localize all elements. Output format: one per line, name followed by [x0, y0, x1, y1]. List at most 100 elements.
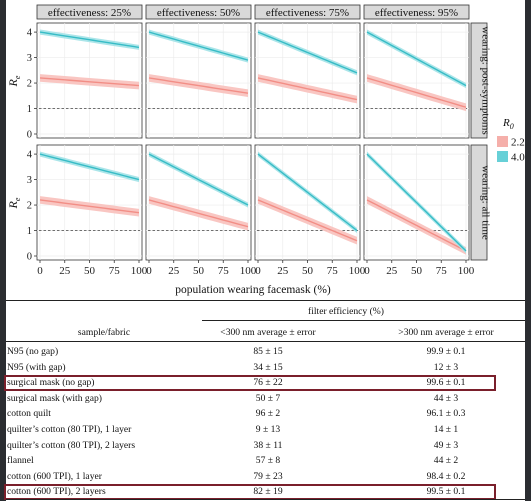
- series-line-2-2: [366, 77, 467, 108]
- facemask-figure: effectiveness: 25% effectiveness: 50% effe…: [6, 0, 525, 298]
- panel-strip-label: effectiveness: 75%: [266, 7, 349, 19]
- series-line-2-2: [148, 199, 249, 228]
- x-tick-label: 75: [218, 265, 230, 277]
- col-header-small: <300 nm average ± error: [220, 327, 316, 338]
- table-cell-small: 96 ± 2: [255, 408, 281, 420]
- legend-swatch: [497, 151, 508, 162]
- legend-label: 2.2: [511, 137, 525, 149]
- x-tick-label: 75: [109, 265, 121, 277]
- table-cell-small: 79 ± 23: [253, 470, 283, 482]
- x-tick-label: 0: [37, 265, 43, 277]
- series-line-4-0: [366, 153, 467, 252]
- y-axis-label: Re: [6, 197, 22, 209]
- series-line-2-2: [257, 199, 358, 242]
- table-cell-large: 99.9 ± 0.1: [426, 346, 466, 357]
- facet-panel: 0 25 50 75 100: [145, 144, 257, 277]
- series-line-2-2: [366, 199, 467, 252]
- table-cell-sample: surgical mask (with gap): [7, 392, 102, 404]
- x-tick-label: 75: [327, 265, 339, 277]
- y-tick-label: 1: [27, 104, 32, 115]
- row-strip-label: wearing: all time: [480, 165, 492, 240]
- x-tick-label: 25: [59, 265, 71, 277]
- facet-panel: 0 25 50 75 100: [363, 144, 475, 277]
- panel-strip-label: effectiveness: 50%: [157, 7, 240, 19]
- series-line-4-0: [148, 153, 249, 206]
- table-cell-sample: N95 (with gap): [7, 361, 66, 373]
- table-cell-sample: flannel: [7, 455, 34, 467]
- table-cell-small: 34 ± 15: [253, 361, 283, 373]
- facet-chart: effectiveness: 25% effectiveness: 50% effe…: [6, 4, 525, 296]
- y-tick-label: 1: [27, 226, 32, 237]
- y-tick-label: 0: [27, 130, 32, 141]
- table-cell-small: 9 ± 13: [255, 424, 281, 435]
- table-cell-sample: cotton (600 TPI), 2 layers: [7, 486, 106, 498]
- table-cell-large: 99.5 ± 0.1: [426, 486, 466, 498]
- series-line-4-0: [366, 31, 467, 87]
- col-header-sample: sample/fabric: [77, 327, 131, 338]
- series-line-4-0: [257, 153, 358, 232]
- table-cell-sample: quilter’s cotton (80 TPI), 2 layers: [7, 439, 136, 451]
- legend-title-sub: 0: [510, 122, 514, 131]
- series-line-4-0: [39, 153, 140, 181]
- y-tick-label: 3: [27, 53, 32, 64]
- facet-panel: [254, 22, 361, 139]
- series-line-2-2: [39, 199, 140, 214]
- x-tick-label: 50: [302, 265, 314, 277]
- facet-panel: [363, 22, 470, 139]
- x-tick-label: 50: [411, 265, 423, 277]
- x-tick-label: 100: [131, 265, 148, 277]
- table-cell-large: 14 ± 1: [433, 424, 459, 435]
- table-cell-small: 76 ± 22: [253, 377, 283, 389]
- table-cell-large: 98.4 ± 0.2: [426, 470, 466, 482]
- header-rule: [6, 341, 525, 342]
- table-cell-sample: surgical mask (no gap): [7, 377, 95, 389]
- series-line-2-2: [257, 77, 358, 101]
- y-tick-label: 2: [27, 201, 32, 212]
- table-top-rule: [6, 300, 525, 301]
- y-axis-label: Re: [6, 75, 22, 87]
- y-tick-label: 3: [27, 175, 32, 186]
- table-bottom-rule: [6, 499, 525, 500]
- x-tick-label: 50: [84, 265, 96, 277]
- row-strip: [470, 144, 488, 261]
- x-tick-label: 75: [436, 265, 448, 277]
- y-axis-label-sub: e: [13, 197, 22, 201]
- table-cell-large: 99.6 ± 0.1: [426, 377, 466, 389]
- x-axis-label: population wearing facemask (%): [175, 284, 331, 296]
- col-header-large: >300 nm average ± error: [398, 327, 494, 338]
- x-tick-label: 25: [168, 265, 180, 277]
- table-cell-large: 44 ± 2: [433, 455, 459, 467]
- y-tick-label: 4: [27, 28, 33, 39]
- x-tick-label: 25: [386, 265, 398, 277]
- panel-strip: [36, 4, 143, 20]
- x-tick-label: 0: [255, 265, 261, 277]
- table-cell-small: 57 ± 8: [255, 455, 281, 467]
- x-tick-label: 100: [458, 265, 475, 277]
- y-tick-label: 0: [27, 252, 32, 263]
- x-tick-label: 0: [364, 265, 370, 277]
- table-cell-small: 50 ± 7: [255, 392, 281, 404]
- table-cell-sample: quilter’s cotton (80 TPI), 1 layer: [7, 424, 132, 435]
- x-tick-label: 100: [349, 265, 366, 277]
- table-cell-sample: cotton (600 TPI), 1 layer: [7, 470, 102, 482]
- series-line-2-2: [39, 77, 140, 87]
- table-cell-small: 38 ± 11: [253, 439, 283, 451]
- filter-efficiency-table: filter efficiency (%) sample/fabric <300…: [4, 298, 525, 501]
- facet-panel: 0 1 2 3 4: [27, 22, 143, 141]
- legend-swatch: [497, 136, 508, 147]
- table-cell-small: 85 ± 15: [253, 346, 283, 357]
- panel-strip: [363, 4, 470, 20]
- table-cell-small: 82 ± 19: [253, 486, 283, 498]
- x-tick-label: 0: [146, 265, 152, 277]
- row-strip: [470, 22, 488, 139]
- group-header: filter efficiency (%): [308, 306, 384, 317]
- y-tick-label: 2: [27, 79, 32, 90]
- legend-title: R0: [502, 117, 514, 131]
- group-header-rule: [202, 320, 525, 321]
- y-axis-label-sub: e: [13, 75, 22, 79]
- table-cell-large: 12 ± 3: [433, 361, 459, 373]
- y-tick-label: 4: [27, 150, 33, 161]
- panel-strip-label: effectiveness: 25%: [48, 7, 131, 19]
- series-line-4-0: [39, 31, 140, 49]
